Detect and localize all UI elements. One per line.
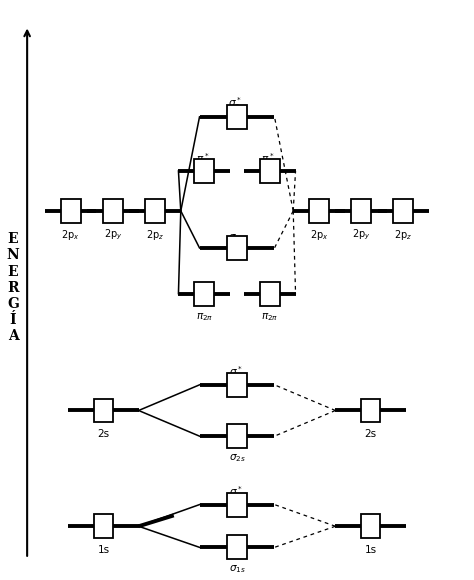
Text: $\sigma_{2s}$: $\sigma_{2s}$ — [228, 452, 246, 464]
FancyBboxPatch shape — [227, 105, 247, 129]
Text: 2p$_x$: 2p$_x$ — [310, 228, 328, 242]
FancyBboxPatch shape — [194, 282, 214, 306]
Text: $\sigma^*_{2p}$: $\sigma^*_{2p}$ — [228, 96, 246, 114]
FancyBboxPatch shape — [227, 492, 247, 517]
FancyBboxPatch shape — [361, 514, 380, 538]
FancyBboxPatch shape — [227, 535, 247, 559]
Text: $\pi_{2\pi}$: $\pi_{2\pi}$ — [261, 311, 278, 322]
Text: 1s: 1s — [98, 545, 109, 554]
Text: 2p$_x$: 2p$_x$ — [62, 228, 80, 242]
FancyBboxPatch shape — [145, 199, 165, 223]
Text: $\sigma_{2p}$: $\sigma_{2p}$ — [228, 232, 246, 245]
Text: 2p$_y$: 2p$_y$ — [352, 228, 370, 242]
FancyBboxPatch shape — [61, 199, 81, 223]
FancyBboxPatch shape — [393, 199, 413, 223]
Text: $\sigma^*_{1s}$: $\sigma^*_{1s}$ — [228, 484, 246, 501]
FancyBboxPatch shape — [94, 514, 113, 538]
FancyBboxPatch shape — [260, 282, 280, 306]
Text: $\pi_{2\pi}$: $\pi_{2\pi}$ — [196, 311, 213, 322]
Text: E
N
E
R
G
Í
A: E N E R G Í A — [7, 233, 19, 343]
FancyBboxPatch shape — [351, 199, 371, 223]
FancyBboxPatch shape — [227, 424, 247, 448]
FancyBboxPatch shape — [194, 159, 214, 183]
Text: 2p$_z$: 2p$_z$ — [146, 228, 164, 242]
Text: $\sigma^*_{2s}$: $\sigma^*_{2s}$ — [228, 365, 246, 382]
FancyBboxPatch shape — [260, 159, 280, 183]
Text: 2s: 2s — [365, 429, 376, 438]
FancyBboxPatch shape — [227, 373, 247, 397]
FancyBboxPatch shape — [227, 236, 247, 260]
Text: $\pi^*_{2\pi}$: $\pi^*_{2\pi}$ — [196, 151, 213, 168]
Text: 1s: 1s — [365, 545, 376, 554]
Text: 2p$_z$: 2p$_z$ — [394, 228, 412, 242]
Text: 2s: 2s — [98, 429, 109, 438]
Text: 2p$_y$: 2p$_y$ — [104, 228, 122, 242]
FancyBboxPatch shape — [309, 199, 329, 223]
FancyBboxPatch shape — [103, 199, 123, 223]
Text: $\pi^*_{2\pi}$: $\pi^*_{2\pi}$ — [261, 151, 278, 168]
FancyBboxPatch shape — [94, 398, 113, 422]
FancyBboxPatch shape — [361, 398, 380, 422]
Text: $\sigma_{1s}$: $\sigma_{1s}$ — [228, 563, 246, 575]
